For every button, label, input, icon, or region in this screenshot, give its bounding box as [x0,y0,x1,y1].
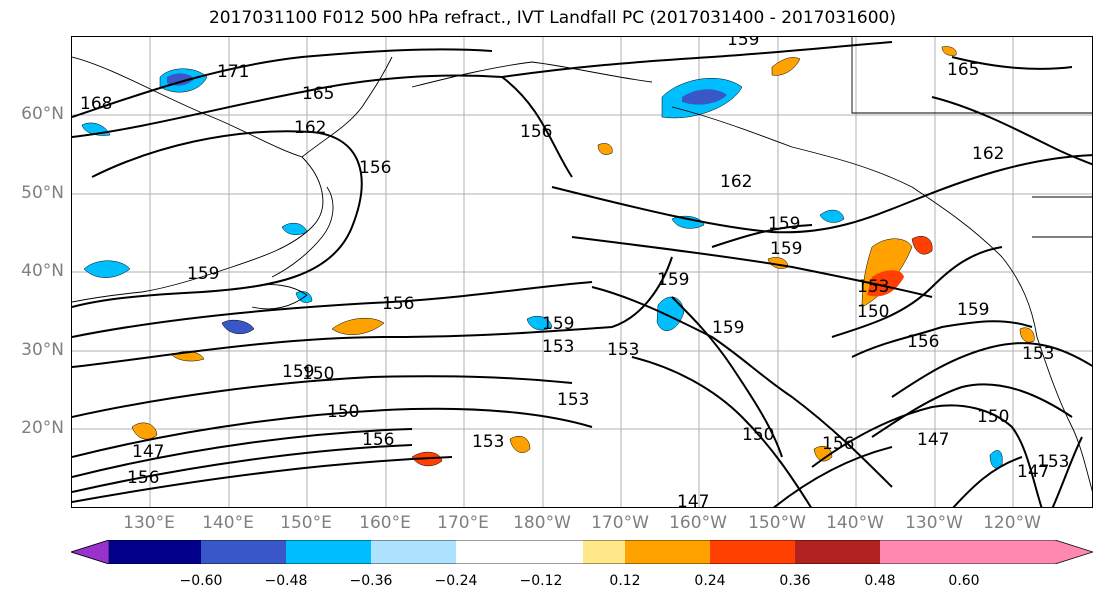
map-panel: 171 165 168 162 159 159 156 165 162 162 … [71,36,1093,508]
contour-label: 147 [917,430,949,450]
colorbar-tick: −0.24 [434,573,478,589]
contour-label: 162 [720,172,752,192]
contour-label: 159 [187,264,219,284]
lon-label-120w: 120°W [983,513,1041,533]
colorbar-tick: −0.48 [264,573,308,589]
contour-label: 153 [472,432,504,452]
map-canvas: 171 165 168 162 159 159 156 165 162 162 … [72,37,1092,508]
contour-label: 159 [770,239,802,259]
contour-label: 150 [977,407,1009,427]
lon-label-160e: 160°E [359,513,411,533]
contour-label: 156 [382,294,414,314]
colorbar-segment [109,540,201,564]
colorbar-tick: 0.60 [948,573,980,589]
contour-label: 156 [127,468,159,488]
contour-label: 159 [712,318,744,338]
map-title: 2017031100 F012 500 hPa refract., IVT La… [208,8,896,28]
lon-label-150w: 150°W [748,513,806,533]
colorbar-segment [201,540,286,564]
contour-label: 165 [947,60,979,80]
shaded-patches [81,46,1035,469]
contour-label: 153 [1037,452,1069,472]
contour-label: 147 [132,442,164,462]
contour-label: 156 [362,430,394,450]
colorbar-tick: −0.60 [179,573,223,589]
lon-label-140w: 140°W [826,513,884,533]
contour-label: 156 [822,434,854,454]
lat-label-30n: 30°N [21,340,64,360]
contour-label: 159 [768,214,800,234]
lon-label-160w: 160°W [669,513,727,533]
lat-label-60n: 60°N [21,104,64,124]
contour-label: 162 [972,144,1004,164]
lat-label-20n: 20°N [21,418,64,438]
lon-label-130w: 130°W [905,513,963,533]
colorbar-segment [371,540,456,564]
contour-label: 153 [542,337,574,357]
graticule [72,37,1092,507]
lon-label-180w: 180°W [513,513,571,533]
contour-label: 159 [542,314,574,334]
coastlines [72,37,1092,492]
contour-label: 150 [742,425,774,445]
contour-label: 159 [657,270,689,290]
colorbar-segment [710,540,795,564]
contour-label: 156 [907,332,939,352]
colorbar-tick: −0.12 [519,573,563,589]
colorbar-tick: 0.48 [864,573,896,589]
colorbar-tick: 0.12 [609,573,641,589]
height-contours [72,41,1092,507]
colorbar-extend-low [71,540,110,564]
contour-label: 159 [727,37,759,50]
contour-labels: 171 165 168 162 159 159 156 165 162 162 … [80,37,1069,508]
contour-label: 162 [294,118,326,138]
lon-label-130e: 130°E [123,513,175,533]
lat-label-50n: 50°N [21,183,64,203]
lon-label-150e: 150°E [280,513,332,533]
contour-label: 156 [359,158,391,178]
colorbar-segment [880,540,964,564]
contour-label: 150 [327,402,359,422]
colorbar-tick: −0.36 [349,573,393,589]
contour-label: 159 [282,362,314,382]
colorbar [71,540,1093,564]
contour-label: 156 [520,122,552,142]
lon-label-170e: 170°E [437,513,489,533]
colorbar-segment [625,540,710,564]
contour-label: 147 [677,492,709,508]
colorbar-segment [456,540,541,564]
lat-label-40n: 40°N [21,261,64,281]
contour-label: 150 [857,302,889,322]
contour-label: 153 [607,340,639,360]
contour-label: 165 [302,84,334,104]
contour-label: 147 [1017,462,1049,482]
colorbar-tick: 0.24 [694,573,726,589]
contour-label: 159 [957,300,989,320]
colorbar-segment [583,540,625,564]
lon-label-170w: 170°W [591,513,649,533]
contour-label: 171 [217,62,249,82]
contour-label: 153 [857,277,889,297]
contour-label: 153 [557,390,589,410]
colorbar-segment [286,540,371,564]
colorbar-segment [541,540,583,564]
colorbar-extend-high [964,540,1093,564]
colorbar-segment [795,540,880,564]
lon-label-140e: 140°E [202,513,254,533]
contour-label: 150 [302,364,334,384]
contour-label: 153 [1022,344,1054,364]
colorbar-tick: 0.36 [779,573,811,589]
contour-label: 168 [80,94,112,114]
